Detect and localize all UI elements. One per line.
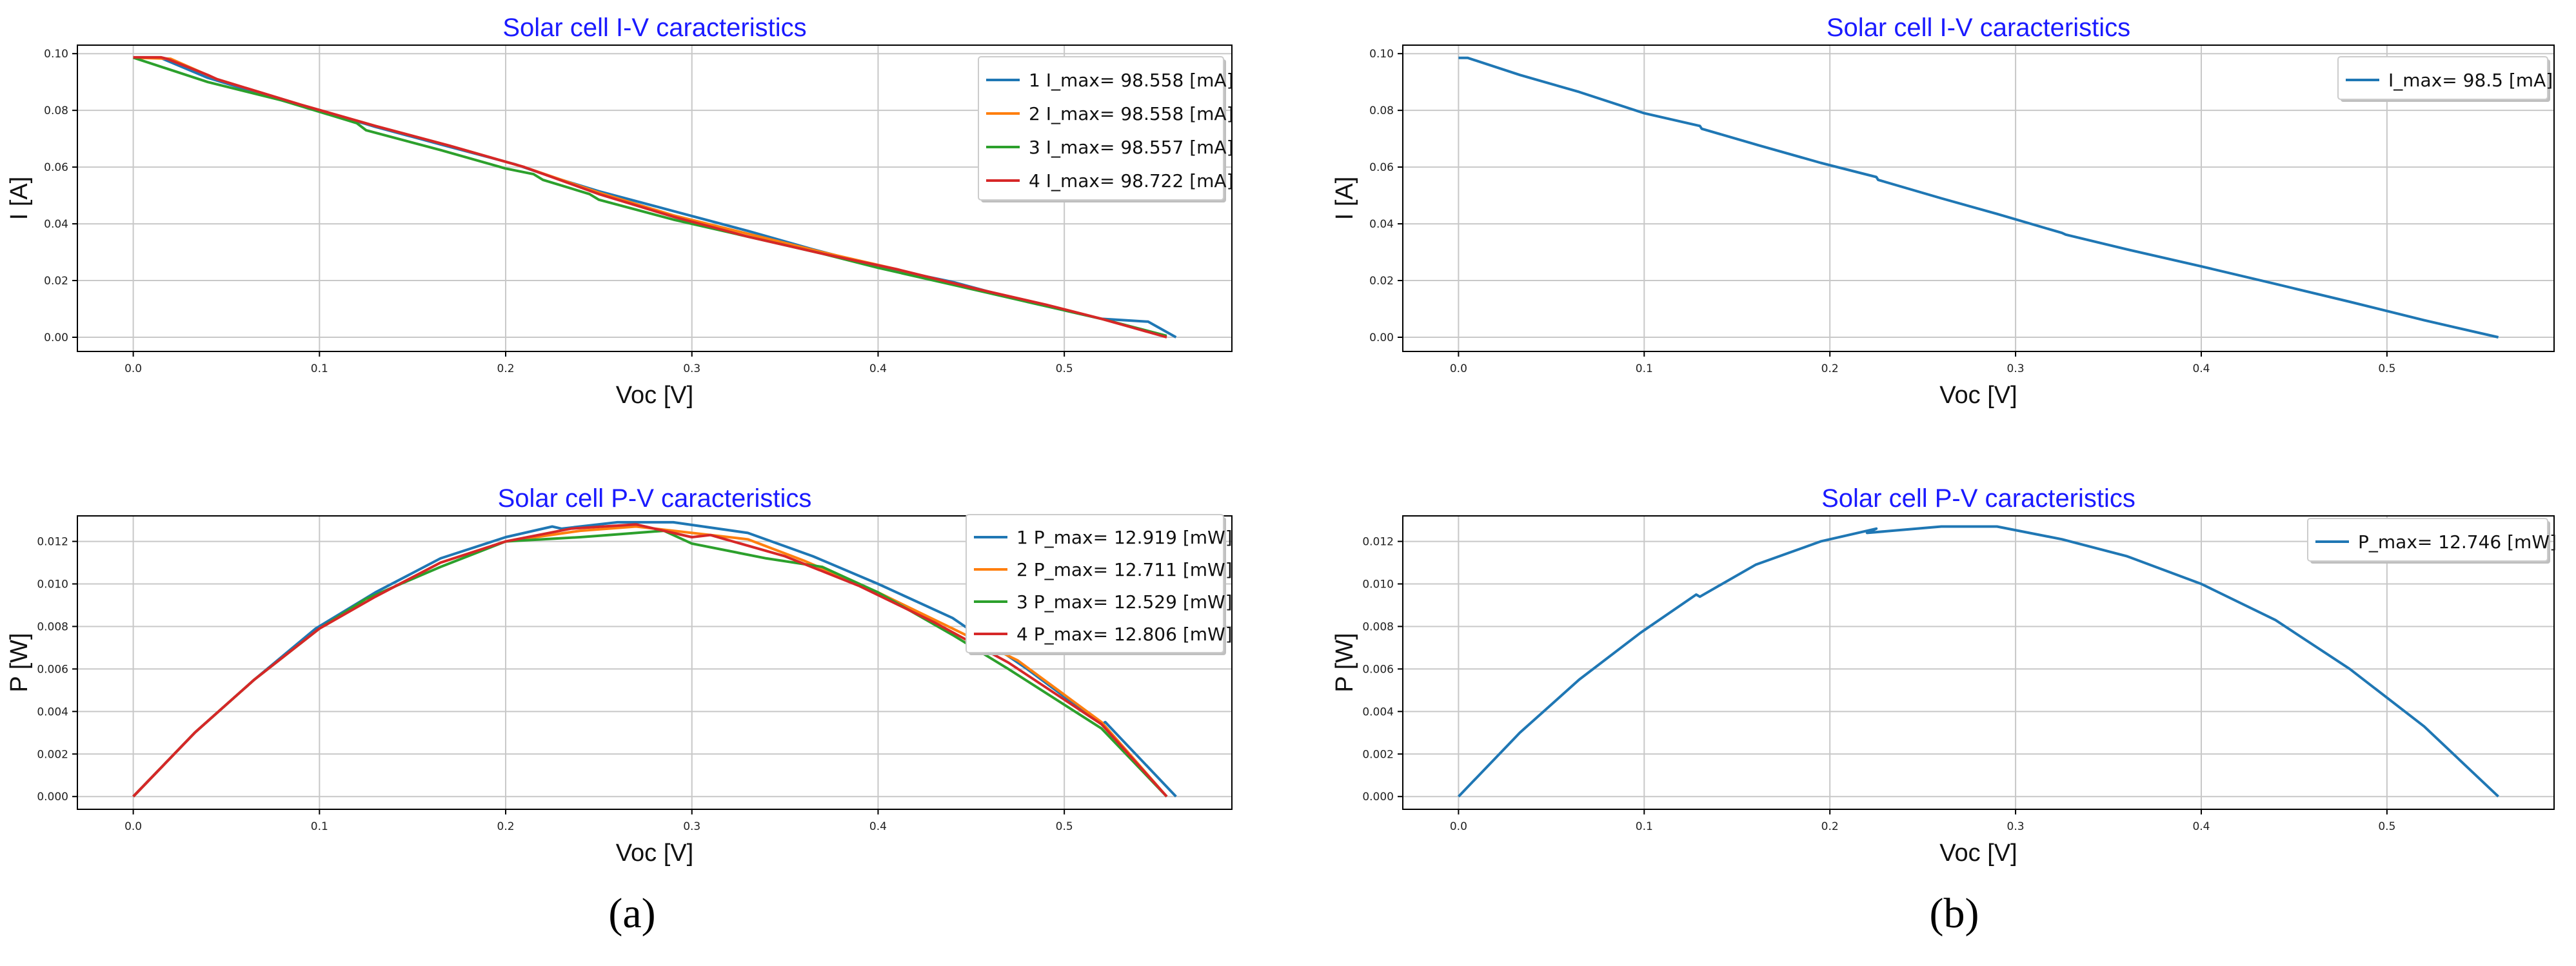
y-tick-label: 0.012 — [37, 536, 68, 549]
x-tick-label: 0.3 — [683, 820, 700, 833]
x-tick-label: 0.1 — [311, 820, 328, 833]
legend-box — [2307, 518, 2548, 562]
y-tick-label: 0.004 — [37, 705, 68, 718]
chart-2: 0.0 0.1 0.2 0.3 0.4 0.5 0.000 0.002 0.004 0.006 0.… — [6, 484, 1233, 867]
y-tick-label: 0.04 — [1369, 218, 1394, 231]
legend: P_max= 12.746 [mW] — [2307, 518, 2557, 564]
chart-title: Solar cell I-V caracteristics — [502, 14, 806, 42]
x-tick-label: 0.4 — [869, 362, 887, 375]
legend-entry-3: 3 P_max= 12.529 [mW] — [1016, 591, 1233, 613]
x-tick-label: 0.3 — [2007, 820, 2025, 833]
y-axis-label: I [A] — [6, 177, 33, 221]
y-tick-label: 0.012 — [1362, 536, 1394, 549]
legend-box — [2337, 56, 2548, 100]
x-tick-label: 0.4 — [2192, 820, 2210, 833]
series-line-1 — [132, 520, 1177, 798]
y-tick-label: 0.002 — [37, 748, 68, 761]
y-tick-label: 0.004 — [1362, 705, 1394, 718]
plot-frame — [77, 515, 1233, 810]
x-tick-label: 0.2 — [497, 362, 515, 375]
x-tick-label: 0.5 — [2378, 820, 2395, 833]
x-tick-label: 0.0 — [124, 362, 142, 375]
x-tick-label: 0.0 — [1450, 820, 1467, 833]
x-tick-label: 0.4 — [869, 820, 887, 833]
legend: I_max= 98.5 [mA] — [2337, 56, 2553, 102]
legend-entry-1: I_max= 98.5 [mA] — [2388, 70, 2553, 91]
legend-entry-3: 3 I_max= 98.557 [mA] — [1029, 137, 1234, 158]
x-tick-label: 0.2 — [497, 820, 515, 833]
x-tick-label: 0.2 — [1821, 362, 1839, 375]
chart-title: Solar cell I-V caracteristics — [1827, 14, 2130, 42]
y-tick-label: 0.000 — [37, 791, 68, 803]
y-tick-label: 0.10 — [44, 48, 68, 61]
plot-frame — [77, 44, 1233, 352]
plot-frame — [1402, 515, 2555, 810]
legend-entry-4: 4 I_max= 98.722 [mA] — [1029, 170, 1234, 192]
x-tick-label: 0.4 — [2192, 362, 2210, 375]
x-tick-label: 0.3 — [683, 362, 700, 375]
y-tick-label: 0.002 — [1362, 748, 1394, 761]
x-tick-label: 0.1 — [1636, 362, 1653, 375]
y-tick-label: 0.00 — [1369, 331, 1394, 344]
y-axis-label: P [W] — [1331, 633, 1358, 692]
y-tick-label: 0.010 — [37, 578, 68, 591]
y-tick-label: 0.10 — [1369, 48, 1394, 61]
x-tick-label: 0.1 — [1636, 820, 1653, 833]
y-tick-label: 0.008 — [1362, 620, 1394, 633]
panel-label-a: (a) — [608, 890, 655, 937]
y-tick-label: 0.02 — [1369, 275, 1394, 288]
y-tick-label: 0.008 — [37, 620, 68, 633]
legend: 1 I_max= 98.558 [mA] 2 I_max= 98.558 [mA]… — [978, 56, 1234, 202]
y-tick-label: 0.06 — [1369, 161, 1394, 174]
series-line-4 — [133, 55, 1167, 339]
x-tick-label: 0.1 — [311, 362, 328, 375]
y-tick-label: 0.08 — [1369, 104, 1394, 117]
panel-label-b: (b) — [1930, 890, 1979, 937]
legend-entry-1: 1 P_max= 12.919 [mW] — [1016, 527, 1233, 548]
x-tick-label: 0.3 — [2007, 362, 2025, 375]
plot-frame — [1402, 44, 2555, 352]
x-axis-label: Voc [V] — [616, 382, 693, 409]
y-axis-label: I [A] — [1331, 177, 1358, 221]
y-tick-label: 0.006 — [1362, 663, 1394, 676]
y-tick-label: 0.010 — [1362, 578, 1394, 591]
x-axis-label: Voc [V] — [1939, 840, 2017, 867]
chart-3: 0.0 0.1 0.2 0.3 0.4 0.5 0.00 0.02 0.04 0.06 0.08 0.… — [1331, 14, 2555, 409]
legend-box — [978, 56, 1224, 201]
y-tick-label: 0.06 — [44, 161, 68, 174]
series-line-3 — [132, 56, 1167, 337]
chart-1: 0.0 0.1 0.2 0.3 0.4 0.5 0.00 0.02 0.04 0.06 0.08 0.… — [6, 14, 1234, 409]
x-tick-label: 0.5 — [1056, 820, 1073, 833]
x-tick-label: 0.2 — [1821, 820, 1839, 833]
x-axis-label: Voc [V] — [616, 840, 693, 867]
series-line-4 — [132, 523, 1168, 798]
y-tick-label: 0.02 — [44, 275, 68, 288]
legend-box — [966, 514, 1224, 653]
x-tick-label: 0.0 — [124, 820, 142, 833]
y-tick-label: 0.08 — [44, 104, 68, 117]
chart-title: Solar cell P-V caracteristics — [498, 484, 812, 513]
legend-entry-4: 4 P_max= 12.806 [mW] — [1016, 624, 1233, 645]
y-tick-label: 0.006 — [37, 663, 68, 676]
legend-entry-2: 2 I_max= 98.558 [mA] — [1029, 103, 1234, 124]
y-tick-label: 0.04 — [44, 218, 68, 231]
y-tick-label: 0.00 — [44, 331, 68, 344]
legend-entry-1: 1 I_max= 98.558 [mA] — [1029, 70, 1234, 91]
chart-title: Solar cell P-V caracteristics — [1821, 484, 2135, 513]
y-tick-label: 0.000 — [1362, 791, 1394, 803]
legend-entry-1: P_max= 12.746 [mW] — [2358, 531, 2557, 553]
y-axis-label: P [W] — [6, 633, 33, 692]
x-tick-label: 0.5 — [2378, 362, 2395, 375]
series-line-1 — [1457, 525, 2499, 798]
x-axis-label: Voc [V] — [1939, 382, 2017, 409]
chart-4: 0.0 0.1 0.2 0.3 0.4 0.5 0.000 0.002 0.004 0.006 0.… — [1331, 484, 2557, 867]
series-line-1 — [1458, 56, 2499, 339]
x-tick-label: 0.0 — [1450, 362, 1467, 375]
legend: 1 P_max= 12.919 [mW] 2 P_max= 12.711 [mW]… — [966, 514, 1233, 655]
legend-entry-2: 2 P_max= 12.711 [mW] — [1016, 559, 1233, 580]
x-tick-label: 0.5 — [1056, 362, 1073, 375]
